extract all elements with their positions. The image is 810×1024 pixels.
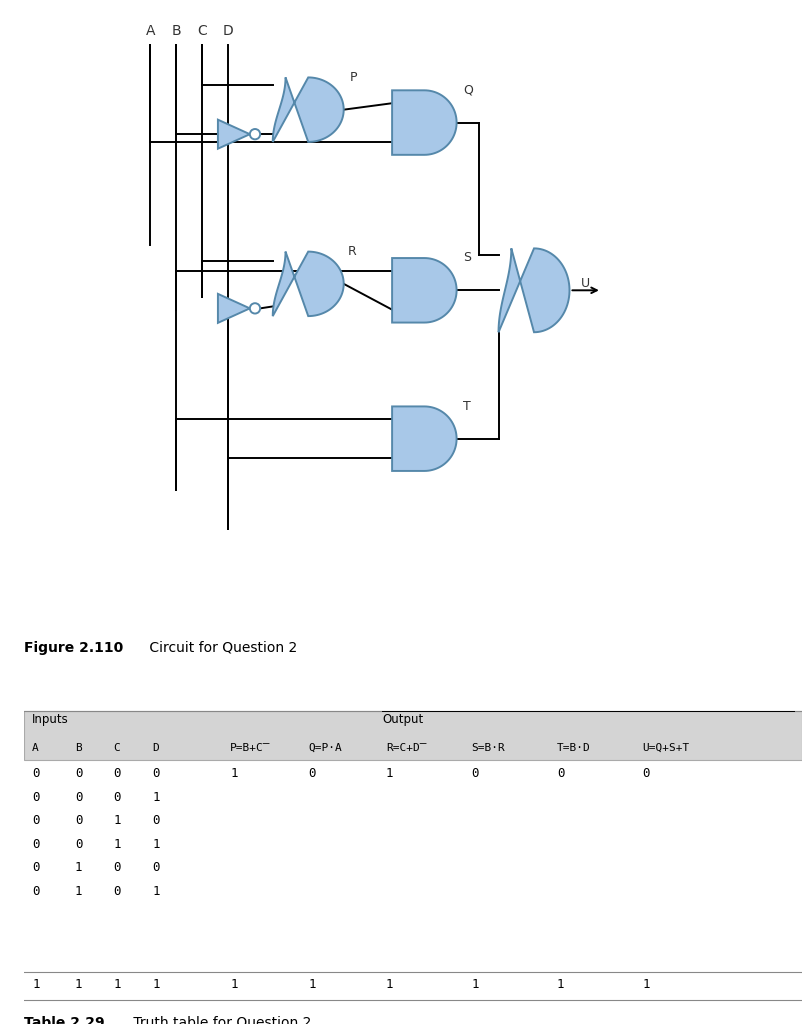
Text: 0: 0 [308,768,316,780]
Text: B: B [172,25,181,39]
Text: U=Q+S+T: U=Q+S+T [642,742,690,753]
Text: 1: 1 [471,978,479,991]
Text: 1: 1 [152,838,160,851]
Text: R=C+D̅: R=C+D̅ [386,742,426,753]
Text: 1: 1 [152,791,160,804]
Text: 0: 0 [152,768,160,780]
Text: 0: 0 [32,838,40,851]
Text: 0: 0 [152,814,160,827]
Text: S=B·R: S=B·R [471,742,505,753]
Text: 1: 1 [75,978,83,991]
Polygon shape [392,90,457,155]
Text: 1: 1 [113,814,121,827]
Text: Inputs: Inputs [32,713,69,726]
Text: C: C [198,25,207,39]
Text: 0: 0 [113,768,121,780]
Text: 1: 1 [386,978,394,991]
Text: 1: 1 [642,978,650,991]
Text: 1: 1 [152,885,160,898]
Polygon shape [498,249,569,332]
Text: 0: 0 [152,861,160,874]
Polygon shape [273,78,343,142]
Text: A: A [32,742,39,753]
Text: 1: 1 [230,978,238,991]
Text: 0: 0 [75,814,83,827]
Text: 0: 0 [113,885,121,898]
Text: 0: 0 [113,861,121,874]
Polygon shape [392,258,457,323]
Text: 0: 0 [32,768,40,780]
Text: 1: 1 [557,978,565,991]
Text: 0: 0 [32,861,40,874]
Text: C: C [113,742,121,753]
Text: 1: 1 [113,838,121,851]
Text: 1: 1 [152,978,160,991]
Text: 1: 1 [75,861,83,874]
Text: 1: 1 [32,978,40,991]
Text: U: U [581,278,590,290]
Text: S: S [463,251,471,264]
Text: 0: 0 [75,838,83,851]
Text: A: A [146,25,156,39]
Text: T=B·D: T=B·D [557,742,590,753]
Text: 0: 0 [32,814,40,827]
Circle shape [249,129,260,139]
Text: Truth table for Question 2: Truth table for Question 2 [130,1016,312,1024]
Polygon shape [218,120,249,148]
Text: Q=P·A: Q=P·A [308,742,342,753]
Text: 1: 1 [75,885,83,898]
Text: 0: 0 [32,885,40,898]
Text: 0: 0 [75,791,83,804]
Text: R: R [348,245,357,258]
Text: T: T [463,399,471,413]
Text: Q: Q [463,84,473,96]
Polygon shape [218,294,249,323]
Text: 1: 1 [308,978,316,991]
Text: P=B+C̅: P=B+C̅ [230,742,271,753]
Text: 0: 0 [557,768,565,780]
Text: 0: 0 [75,768,83,780]
Text: Circuit for Question 2: Circuit for Question 2 [145,641,297,654]
Text: 0: 0 [113,791,121,804]
Polygon shape [392,407,457,471]
Circle shape [249,303,260,313]
Text: B: B [75,742,82,753]
Text: Table 2.29: Table 2.29 [24,1016,105,1024]
Text: Figure 2.110: Figure 2.110 [24,641,124,654]
Text: 1: 1 [113,978,121,991]
Text: 0: 0 [32,791,40,804]
Text: Output: Output [382,713,424,726]
Text: P: P [350,71,358,84]
Text: 1: 1 [386,768,394,780]
Text: 0: 0 [642,768,650,780]
Text: 1: 1 [230,768,238,780]
Text: 0: 0 [471,768,479,780]
Text: D: D [223,25,234,39]
Polygon shape [273,252,343,316]
Bar [24,711,802,760]
Text: D: D [152,742,160,753]
